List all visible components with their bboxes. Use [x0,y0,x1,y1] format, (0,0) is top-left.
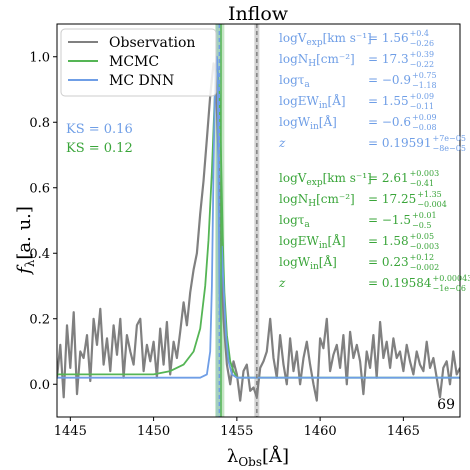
param-value-1-2: = −1.5 [368,213,411,227]
y-axis-label: fλ[a. u.] [14,206,37,276]
param-value-0-0: = 1.56 [368,31,409,45]
x-tick-label-1445: 1445 [54,424,87,439]
x-axis-label: λObs[Å] [227,445,289,469]
ks-label-mc-dnn: KS = 0.16 [66,122,133,137]
legend-label-observation: Observation [109,35,195,51]
legend: Observation MCMC MC DNN [61,29,216,96]
param-name-0-0: logVexp[km s⁻¹] [279,31,372,48]
y-tick-label-0.4: 0.4 [29,247,50,262]
param-err-minus-0-3: −0.11 [410,102,435,111]
param-value-1-0: = 2.61 [368,171,409,185]
param-value-0-3: = 1.55 [368,94,409,108]
y-tick-label-0.2: 0.2 [29,312,50,327]
y-tick-label-1: 1.0 [29,50,50,65]
param-err-minus-0-5: −8e−05 [433,144,466,153]
param-err-plus-0-1: +0.39 [410,50,435,59]
ks-label-mcmc: KS = 0.12 [66,141,133,156]
param-err-minus-0-1: −0.22 [410,60,435,69]
param-name-1-2: logτa [279,213,310,230]
param-value-0-4: = −0.6 [368,115,411,129]
param-name-0-1: logNH[cm⁻²] [279,52,355,69]
param-err-plus-0-4: +0.09 [412,113,437,122]
param-name-1-1: logNH[cm⁻²] [279,192,355,209]
param-name-0-3: logEWin[Å] [279,93,346,111]
y-tick-label-0.6: 0.6 [29,181,50,196]
param-err-plus-0-5: +7e−05 [433,134,466,143]
param-value-0-2: = −0.9 [368,73,411,87]
param-err-minus-1-5: −1e−06 [433,284,466,293]
x-axis-label-unit: [Å] [262,445,289,467]
x-ticks: 1445 1450 1455 1460 1465 [54,417,420,439]
param-name-1-0: logVexp[km s⁻¹] [279,171,372,188]
x-tick-label-1460: 1460 [304,424,337,439]
param-err-plus-1-2: +0.01 [412,211,437,220]
chart-title: Inflow [228,3,289,25]
param-err-plus-0-2: +0.75 [412,71,437,80]
param-value-0-5: = 0.19591 [368,136,432,150]
parameter-annotations: logVexp[km s⁻¹]= 1.56 +0.4−0.26logNH[cm⁻²… [278,29,470,293]
param-err-minus-1-1: −0.004 [417,200,447,209]
param-err-minus-1-2: −0.5 [412,221,431,230]
param-err-plus-0-3: +0.09 [410,92,435,101]
param-name-1-4: logWin[Å] [279,254,337,272]
x-axis-label-sub: Obs [238,455,262,469]
vlines [219,24,256,417]
param-value-1-3: = 1.58 [368,234,409,248]
param-err-plus-1-4: +0.12 [410,253,435,262]
x-axis-label-symbol: λ [227,446,238,467]
param-err-minus-0-4: −0.08 [412,123,437,132]
param-err-plus-0-0: +0.4 [410,29,429,38]
param-value-1-4: = 0.23 [368,255,409,269]
param-err-plus-1-3: +0.05 [410,232,435,241]
param-err-plus-1-0: +0.003 [410,169,440,178]
param-name-0-5: z [278,136,286,150]
param-err-minus-0-0: −0.26 [410,39,435,48]
y-tick-label-0: 0.0 [29,378,50,393]
legend-label-mcmc: MCMC [109,54,159,70]
y-tick-label-0.8: 0.8 [29,116,50,131]
param-name-1-5: z [278,276,286,290]
param-name-0-4: logWin[Å] [279,114,337,132]
param-err-minus-0-2: −1.18 [412,81,437,90]
param-name-0-2: logτa [279,73,310,90]
param-err-minus-1-4: −0.002 [410,263,440,272]
x-tick-label-1465: 1465 [387,424,420,439]
param-value-1-5: = 0.19584 [368,276,432,290]
param-value-1-1: = 17.25 [368,192,416,206]
param-name-1-3: logEWin[Å] [279,233,346,251]
param-err-minus-1-0: −0.41 [410,179,435,188]
param-value-0-1: = 17.3 [368,52,409,66]
corner-label: 69 [437,397,455,413]
x-tick-label-1455: 1455 [220,424,253,439]
param-err-plus-1-1: +1.35 [417,190,442,199]
legend-label-mc-dnn: MC DNN [109,73,174,89]
param-err-plus-1-5: +0.00043 [433,274,470,283]
x-tick-label-1450: 1450 [137,424,170,439]
param-err-minus-1-3: −0.003 [410,242,440,251]
